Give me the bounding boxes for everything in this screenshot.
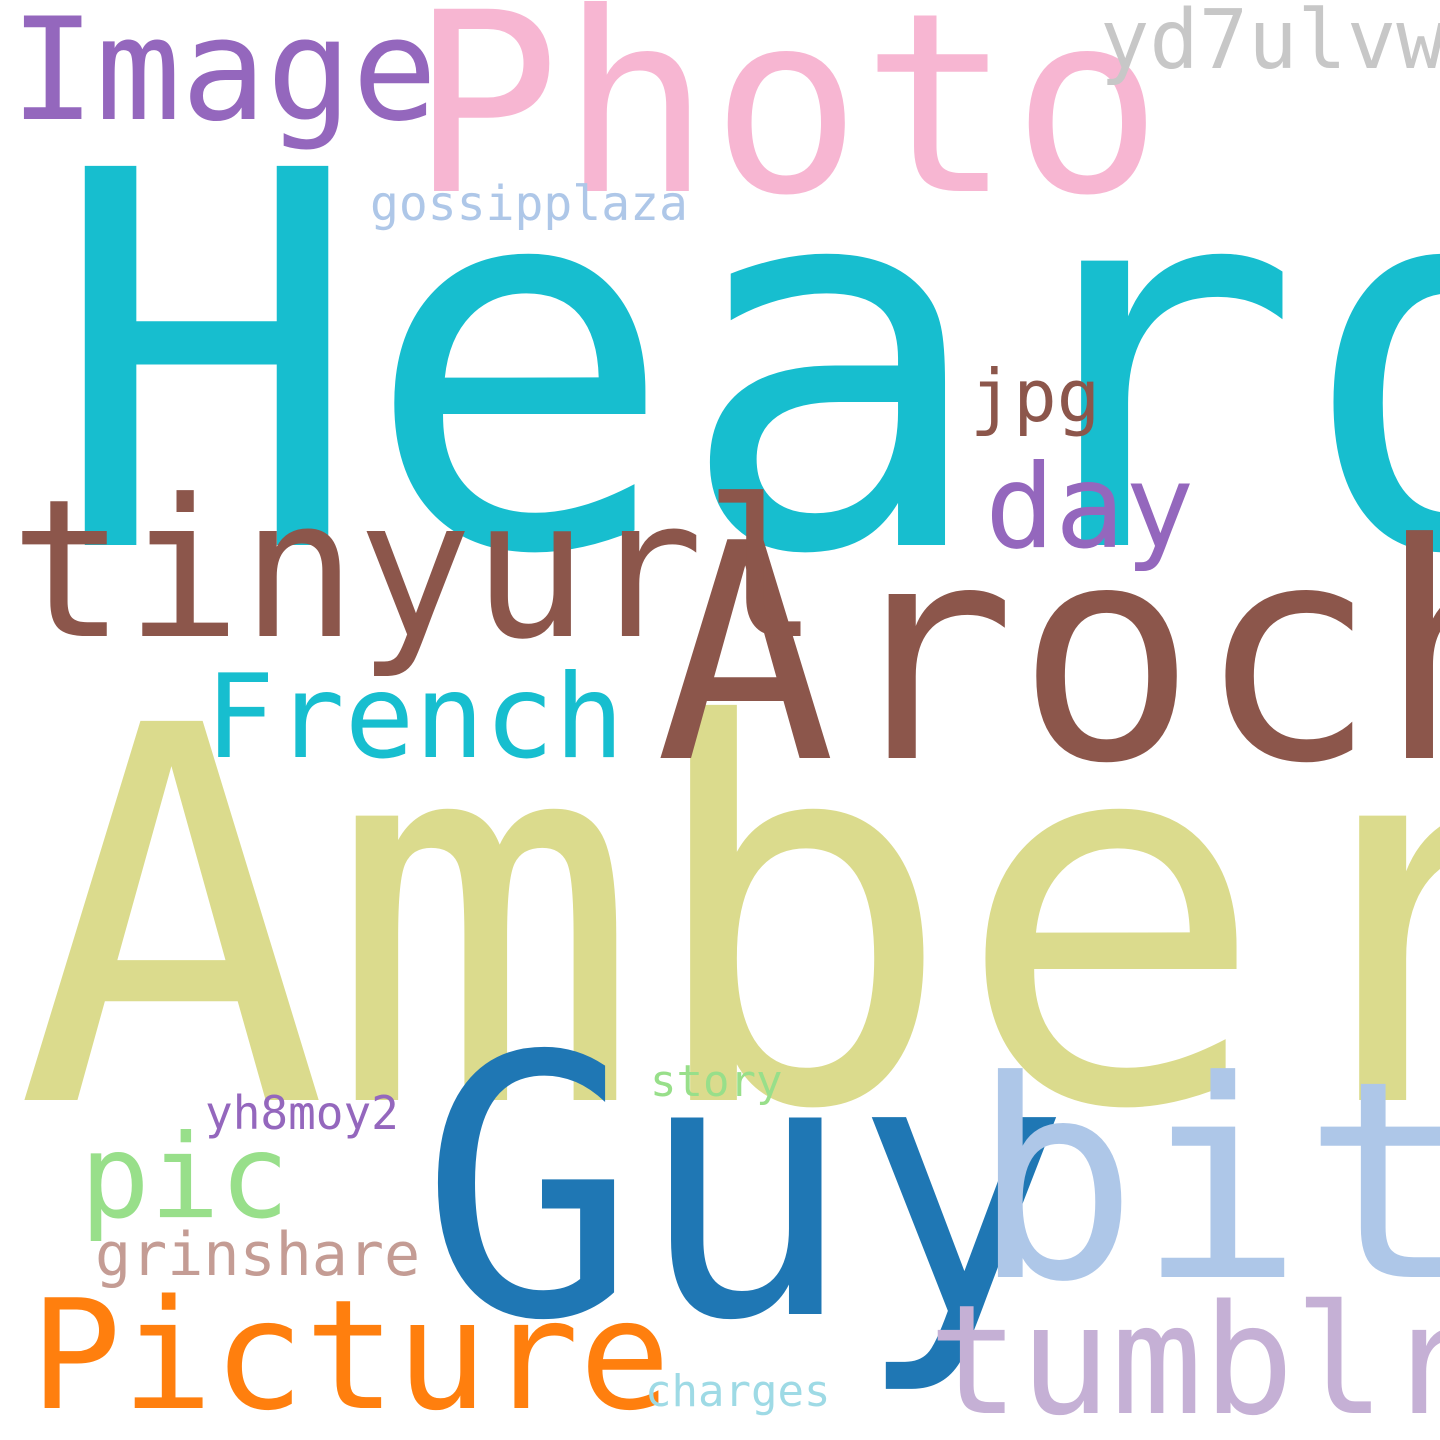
word-yh8moy2: yh8moy2 xyxy=(205,1086,399,1140)
word-yd7ulvw: yd7ulvw xyxy=(1100,0,1440,88)
word-aroch: Aroch xyxy=(655,480,1440,829)
word-charges: charges xyxy=(645,1366,831,1417)
word-jpg: jpg xyxy=(970,354,1101,438)
word-image: Image xyxy=(10,0,438,153)
word-story: story xyxy=(650,1056,783,1107)
word-picture: Picture xyxy=(30,1267,671,1440)
word-grinshare: grinshare xyxy=(95,1220,421,1290)
word-tumblr: tumblr xyxy=(928,1272,1440,1440)
word-pic: pic xyxy=(80,1110,290,1245)
word-bit: bit xyxy=(972,1022,1440,1342)
word-french: French xyxy=(205,650,625,785)
word-heard: Heard xyxy=(50,62,1440,668)
word-guy: Guy xyxy=(420,980,1071,1399)
word-amber: Amber xyxy=(15,617,1440,1223)
word-tinyurl: tinyurl xyxy=(10,459,820,682)
word-photo: Photo xyxy=(410,0,1163,250)
word-gossipplaza: gossipplaza xyxy=(370,176,688,232)
word-day: day xyxy=(985,440,1195,575)
